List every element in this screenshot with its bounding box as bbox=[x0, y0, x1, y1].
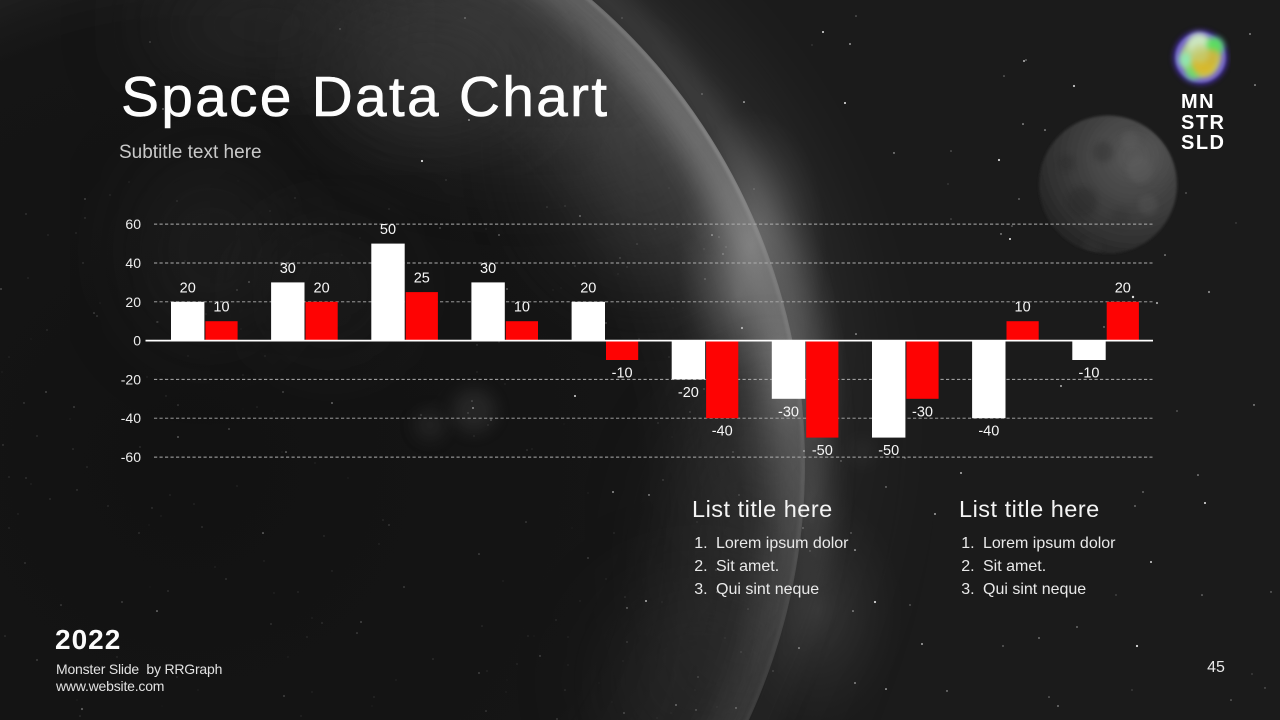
svg-text:20: 20 bbox=[180, 280, 196, 296]
svg-text:-50: -50 bbox=[812, 443, 833, 459]
svg-text:0: 0 bbox=[133, 333, 141, 349]
svg-text:20: 20 bbox=[314, 280, 330, 296]
svg-text:50: 50 bbox=[380, 222, 396, 238]
svg-text:-60: -60 bbox=[121, 449, 141, 465]
svg-text:-10: -10 bbox=[612, 366, 633, 382]
svg-text:60: 60 bbox=[125, 216, 141, 232]
svg-text:-40: -40 bbox=[712, 424, 733, 440]
svg-text:10: 10 bbox=[514, 300, 530, 316]
svg-text:20: 20 bbox=[580, 280, 596, 296]
svg-text:-20: -20 bbox=[678, 385, 699, 401]
svg-text:10: 10 bbox=[1015, 300, 1031, 316]
svg-text:-30: -30 bbox=[912, 404, 933, 420]
svg-text:20: 20 bbox=[125, 294, 141, 310]
svg-text:-40: -40 bbox=[121, 410, 141, 426]
svg-text:25: 25 bbox=[414, 271, 430, 287]
svg-text:30: 30 bbox=[480, 261, 496, 277]
svg-text:30: 30 bbox=[280, 261, 296, 277]
svg-text:-20: -20 bbox=[121, 371, 141, 387]
svg-text:-10: -10 bbox=[1079, 366, 1100, 382]
svg-text:40: 40 bbox=[125, 255, 141, 271]
svg-text:-30: -30 bbox=[778, 404, 799, 420]
svg-text:10: 10 bbox=[213, 300, 229, 316]
svg-text:-50: -50 bbox=[878, 443, 899, 459]
svg-text:20: 20 bbox=[1115, 280, 1131, 296]
svg-text:-40: -40 bbox=[978, 424, 999, 440]
